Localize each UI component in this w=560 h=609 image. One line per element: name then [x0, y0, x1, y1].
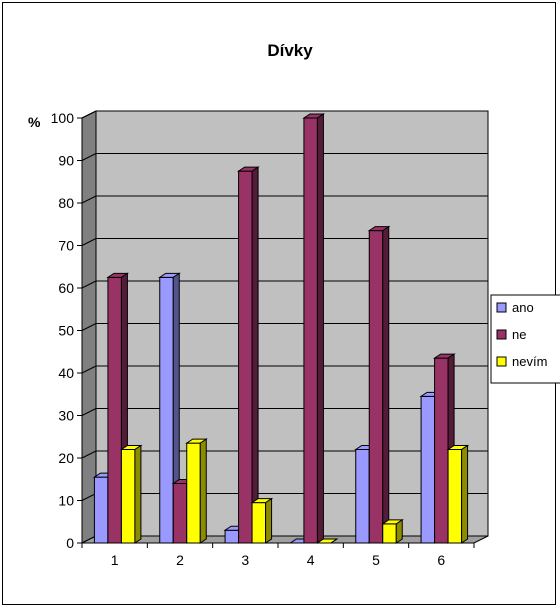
- y-tick-label: 50: [58, 323, 74, 339]
- x-tick-label: 6: [437, 552, 445, 568]
- bar-nevím-6: [446, 444, 470, 544]
- bar-nevím-1: [119, 444, 143, 544]
- y-tick-label: 10: [58, 493, 74, 509]
- y-axis-unit-label: %: [28, 114, 41, 130]
- x-tick-label: 5: [372, 552, 380, 568]
- gridline-side: [81, 323, 97, 331]
- bar-side: [461, 444, 469, 544]
- bar-side: [134, 444, 142, 544]
- bar-side: [199, 438, 207, 544]
- gridline-side: [81, 450, 97, 459]
- bar-side: [330, 538, 338, 544]
- y-tick-label: 90: [58, 153, 74, 169]
- bar-side: [265, 497, 273, 544]
- legend-label: ano: [512, 300, 534, 315]
- legend-swatch: [496, 302, 507, 313]
- x-tick-label: 2: [176, 552, 184, 568]
- bar-nevím-4: [315, 538, 339, 544]
- legend-swatch: [496, 329, 507, 340]
- bar-side: [316, 113, 324, 544]
- bar-side: [395, 518, 403, 544]
- bar-side: [251, 166, 259, 544]
- y-axis-ticks: 0 10 20 30 40 50 60 70 80 90 100: [51, 110, 82, 551]
- legend-label: ne: [512, 327, 526, 342]
- gridline-side: [81, 238, 97, 246]
- gridline-side: [81, 195, 97, 204]
- bar-nevím-3: [250, 497, 274, 544]
- y-tick-label: 100: [51, 110, 75, 126]
- bar-front: [303, 117, 318, 544]
- bar-ne-3: [236, 166, 260, 544]
- y-tick-label: 40: [58, 365, 74, 381]
- bar-front: [251, 502, 267, 544]
- bar-nevím-2: [185, 438, 208, 544]
- bar-front: [159, 276, 174, 544]
- bar-front: [224, 529, 240, 544]
- gridline-side: [81, 280, 97, 289]
- chart-title: Dívky: [267, 41, 313, 60]
- bar-front: [368, 230, 384, 544]
- bar-nevím-5: [381, 518, 404, 544]
- bar-front: [447, 449, 463, 544]
- bar-front: [172, 483, 188, 544]
- bar-front: [355, 449, 370, 544]
- x-tick-label: 3: [241, 552, 249, 568]
- gridline-side: [81, 153, 97, 161]
- bar-front: [120, 449, 136, 544]
- bar-front: [107, 276, 122, 544]
- gridline-side: [81, 493, 97, 501]
- bar-front: [434, 357, 449, 544]
- bars: [92, 113, 470, 544]
- bar-ne-5: [367, 225, 391, 544]
- bar-front: [238, 170, 253, 544]
- gridline-side: [81, 365, 97, 374]
- legend-swatch: [496, 356, 507, 367]
- y-tick-label: 80: [58, 195, 74, 211]
- bar-front: [382, 523, 397, 544]
- legend-label: nevím: [512, 354, 547, 369]
- bar-side: [382, 225, 390, 544]
- gridline-side: [81, 110, 97, 119]
- x-tick-label: 1: [111, 552, 119, 568]
- x-axis-ticks: 1 2 3 4 5 6: [81, 543, 475, 568]
- legend: ano ne nevím: [490, 294, 560, 384]
- bar-front: [420, 395, 436, 544]
- bar-ne-4: [302, 113, 326, 544]
- bar-front: [186, 442, 201, 544]
- y-tick-label: 60: [58, 280, 74, 296]
- y-tick-label: 0: [66, 535, 74, 551]
- y-tick-label: 20: [58, 450, 74, 466]
- x-tick-label: 4: [307, 552, 315, 568]
- gridline-side: [81, 408, 97, 416]
- bar-ano-2: [158, 272, 181, 544]
- y-tick-label: 70: [58, 238, 74, 254]
- bar-front: [93, 476, 109, 544]
- y-tick-label: 30: [58, 408, 74, 424]
